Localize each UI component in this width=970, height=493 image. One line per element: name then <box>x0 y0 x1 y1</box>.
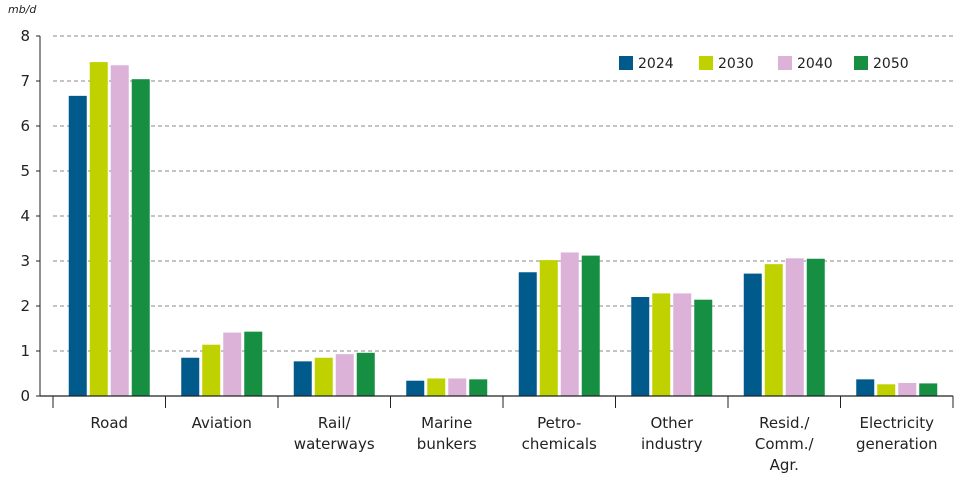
bars <box>68 62 938 396</box>
bar <box>427 378 446 396</box>
bar <box>652 293 671 396</box>
y-tick-label: 7 <box>20 72 30 90</box>
bar <box>68 95 87 396</box>
legend: 2024 2030 2040 2050 <box>619 56 909 72</box>
x-category-label: Road <box>90 414 128 432</box>
y-tick-label: 3 <box>20 252 30 270</box>
y-tick-label: 2 <box>20 297 30 315</box>
x-category-label: Electricity <box>859 414 934 432</box>
legend-label: 2024 <box>638 56 674 72</box>
gridlines <box>53 35 953 352</box>
x-category-label: Other <box>650 414 693 432</box>
bar <box>560 252 579 396</box>
legend-label: 2030 <box>718 56 754 72</box>
legend-label: 2040 <box>797 56 833 72</box>
legend-swatch <box>854 56 868 70</box>
y-tick-label: 6 <box>20 117 30 135</box>
bar <box>448 378 467 396</box>
bar <box>919 383 938 396</box>
bar <box>694 299 713 396</box>
x-category-label: Rail/ <box>318 414 352 432</box>
bar <box>314 357 333 396</box>
x-category-label: generation <box>856 435 938 453</box>
bar <box>131 79 150 396</box>
bar <box>335 354 354 396</box>
bar <box>743 273 762 396</box>
x-category-label: chemicals <box>522 435 597 453</box>
bar <box>877 384 896 396</box>
x-category-label: Marine <box>421 414 472 432</box>
bar <box>110 65 129 396</box>
bar <box>806 258 825 396</box>
bar <box>856 379 875 396</box>
x-category-label: waterways <box>294 435 375 453</box>
bar <box>293 361 312 396</box>
y-tick-label: 4 <box>20 207 30 225</box>
bar <box>89 62 108 396</box>
bar <box>356 352 375 396</box>
y-tick-label: 8 <box>20 27 30 45</box>
bar <box>518 272 537 396</box>
legend-swatch <box>778 56 792 70</box>
legend-swatch <box>699 56 713 70</box>
bar <box>673 293 692 396</box>
bar <box>202 344 221 396</box>
bar <box>581 255 600 396</box>
x-category-label: Petro- <box>537 414 581 432</box>
unit-label: mb/d <box>8 3 37 16</box>
legend-swatch <box>619 56 633 70</box>
bar <box>539 260 558 396</box>
y-tick-label: 1 <box>20 342 30 360</box>
bar <box>898 382 917 396</box>
legend-label: 2050 <box>873 56 909 72</box>
bar <box>764 264 783 396</box>
x-category-label: Resid./ <box>759 414 810 432</box>
x-category-label: Agr. <box>770 456 799 474</box>
x-category-label: industry <box>641 435 703 453</box>
bar <box>181 357 200 396</box>
y-tick-label: 5 <box>20 162 30 180</box>
bar <box>631 297 650 396</box>
bar <box>244 331 263 396</box>
x-category-label: bunkers <box>417 435 477 453</box>
y-tick-label: 0 <box>20 387 30 405</box>
x-category-label: Comm./ <box>755 435 815 453</box>
axes: 0 1 2 3 4 5 6 7 8 Road Aviation Rail/waterways Marin… <box>20 27 954 474</box>
bar <box>469 379 488 396</box>
bar <box>406 380 425 396</box>
x-category-label: Aviation <box>192 414 252 432</box>
bar <box>223 332 242 396</box>
bar <box>785 258 804 396</box>
